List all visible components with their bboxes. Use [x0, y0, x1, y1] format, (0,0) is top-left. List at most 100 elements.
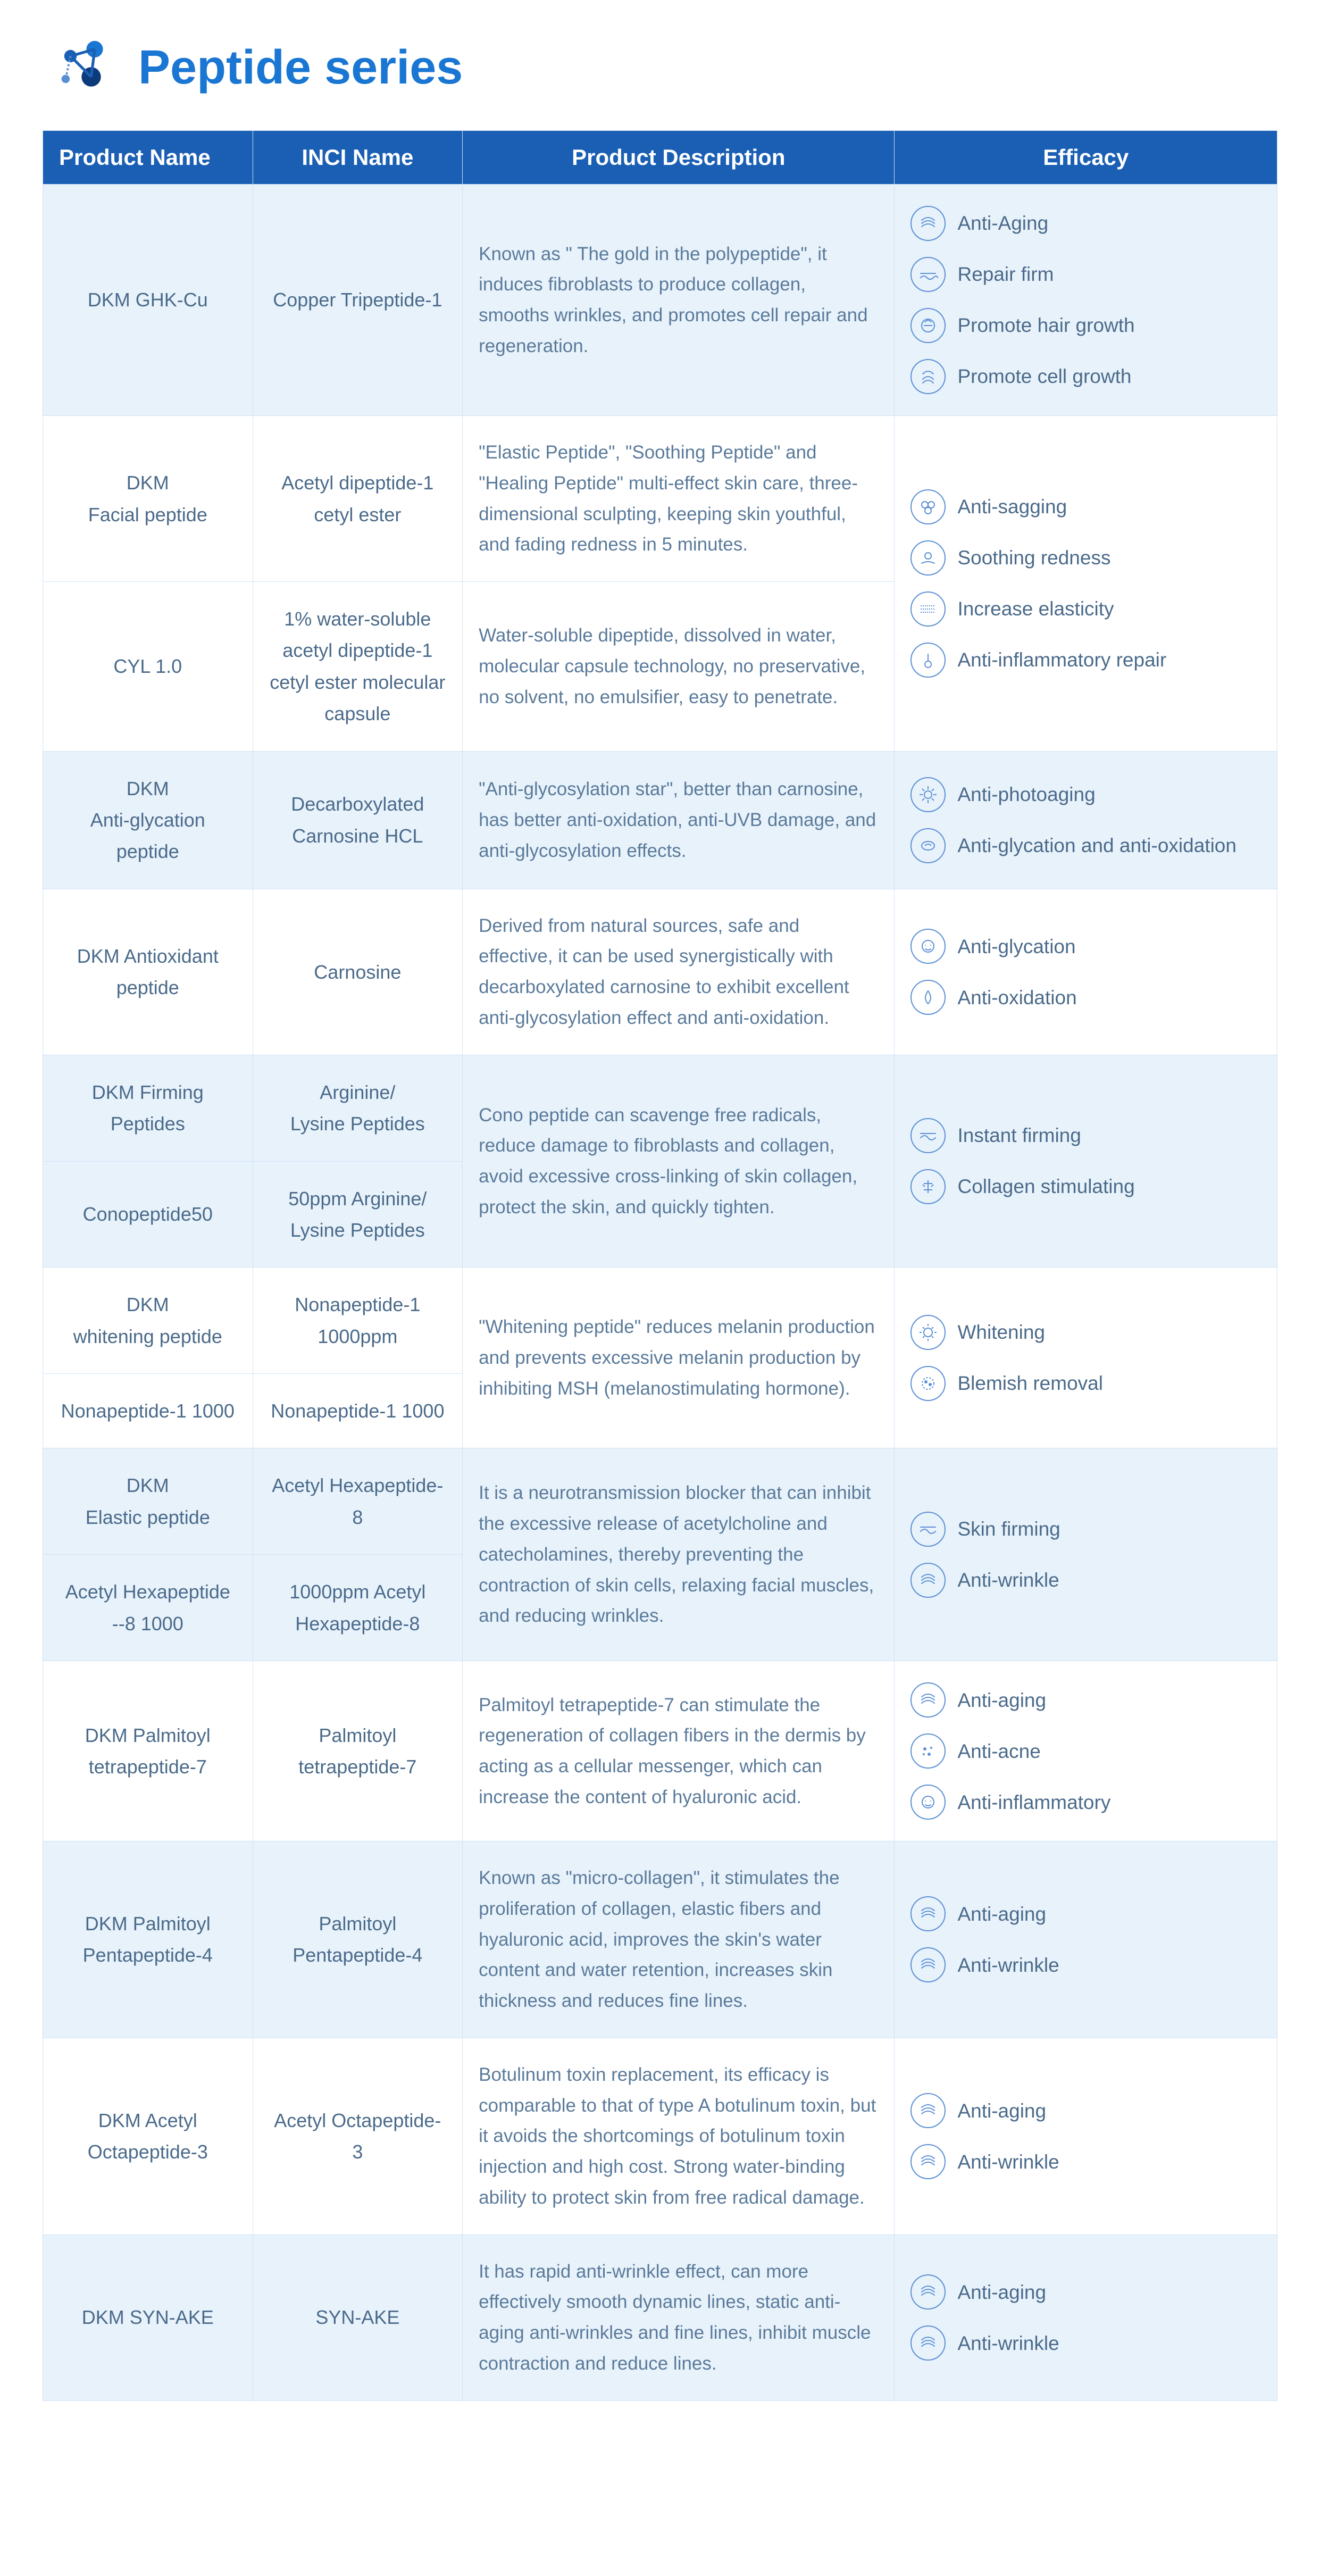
table-row: DKMwhitening peptideNonapeptide-1 1000pp… — [43, 1268, 1277, 1374]
efficacy-label: Instant firming — [957, 1119, 1081, 1152]
efficacy-item: Anti-glycation — [910, 929, 1261, 964]
page-title: Peptide series — [138, 40, 463, 95]
cell-desc: "Elastic Peptide", "Soothing Peptide" an… — [463, 416, 895, 582]
cell-desc: It has rapid anti-wrinkle effect, can mo… — [463, 2235, 895, 2400]
efficacy-item: Anti-sagging — [910, 489, 1261, 524]
cell-product: DKMwhitening peptide — [43, 1268, 253, 1374]
cell-efficacy: Anti-aging Anti-wrinkle — [895, 2235, 1277, 2400]
cell-desc: Palmitoyl tetrapeptide-7 can stimulate t… — [463, 1661, 895, 1841]
efficacy-label: Anti-glycation and anti-oxidation — [957, 829, 1237, 862]
cell-product: DKM Acetyl Octapeptide-3 — [43, 2038, 253, 2235]
firming-icon — [910, 1118, 946, 1153]
efficacy-list: Skin firming Anti-wrinkle — [910, 1512, 1261, 1598]
cell-desc: "Whitening peptide" reduces melanin prod… — [463, 1268, 895, 1448]
cell-desc: "Anti-glycosylation star", better than c… — [463, 751, 895, 889]
efficacy-item: Promote cell growth — [910, 359, 1261, 394]
cell-efficacy: Anti-sagging Soothing redness Increase el… — [895, 416, 1277, 752]
efficacy-item: Repair firm — [910, 257, 1261, 292]
cell-efficacy: Anti-glycation Anti-oxidation — [895, 889, 1277, 1055]
efficacy-item: Soothing redness — [910, 540, 1261, 576]
cell-inci: 1000ppm Acetyl Hexapeptide-8 — [253, 1555, 463, 1661]
efficacy-label: Anti-wrinkle — [957, 2327, 1059, 2360]
anti-aging-icon — [910, 2093, 946, 2128]
efficacy-label: Anti-inflammatory — [957, 1786, 1110, 1819]
efficacy-list: Anti-sagging Soothing redness Increase el… — [910, 489, 1261, 678]
efficacy-item: Anti-wrinkle — [910, 1563, 1261, 1598]
cell-inci: Copper Tripeptide-1 — [253, 185, 463, 416]
cell-desc: Derived from natural sources, safe and e… — [463, 889, 895, 1055]
cell-inci: SYN-AKE — [253, 2235, 463, 2400]
whitening-icon — [910, 1315, 946, 1350]
cell-efficacy: Anti-aging Anti-wrinkle — [895, 1841, 1277, 2038]
cell-inci: Palmitoyl Pentapeptide-4 — [253, 1841, 463, 2038]
efficacy-item: Anti-aging — [910, 1682, 1261, 1718]
cell-desc: Cono peptide can scavenge free radicals,… — [463, 1055, 895, 1268]
table-row: DKM Firming PeptidesArginine/Lysine Pept… — [43, 1055, 1277, 1161]
efficacy-item: Anti-aging — [910, 1896, 1261, 1931]
efficacy-list: Anti-agingAnti-acneAnti-inflammatory — [910, 1682, 1261, 1820]
table-row: DKMElastic peptideAcetyl Hexapeptide-8It… — [43, 1448, 1277, 1555]
efficacy-label: Anti-photoaging — [957, 778, 1095, 811]
cell-product: DKMElastic peptide — [43, 1448, 253, 1555]
cell-product: DKM Firming Peptides — [43, 1055, 253, 1161]
efficacy-item: Anti-wrinkle — [910, 2325, 1261, 2361]
cell-product: DKM GHK-Cu — [43, 185, 253, 416]
anti-aging-icon — [910, 2325, 946, 2361]
efficacy-item: Anti-aging — [910, 2274, 1261, 2310]
cell-desc: It is a neurotransmission blocker that c… — [463, 1448, 895, 1661]
efficacy-label: Anti-Aging — [957, 207, 1048, 239]
cell-inci: Arginine/Lysine Peptides — [253, 1055, 463, 1161]
inflam-icon — [910, 643, 946, 678]
efficacy-label: Anti-wrinkle — [957, 1564, 1059, 1596]
drop-icon — [910, 980, 946, 1015]
efficacy-item: Anti-inflammatory repair — [910, 643, 1261, 678]
efficacy-list: Anti-aging Anti-wrinkle — [910, 2274, 1261, 2361]
efficacy-list: Anti-aging Anti-wrinkle — [910, 2093, 1261, 2179]
efficacy-list: Anti-Aging Repair firm Promote hair growt… — [910, 206, 1261, 394]
efficacy-item: Increase elasticity — [910, 591, 1261, 627]
cell-efficacy: Anti-photoaging Anti-glycation and anti-o… — [895, 751, 1277, 889]
efficacy-item: Anti-oxidation — [910, 980, 1261, 1015]
col-desc: Product Description — [463, 131, 895, 185]
repair-icon — [910, 257, 946, 292]
collagen-icon — [910, 1169, 946, 1204]
firming-icon — [910, 1512, 946, 1547]
efficacy-label: Skin firming — [957, 1513, 1060, 1545]
cell-inci: Decarboxylated Carnosine HCL — [253, 751, 463, 889]
efficacy-label: Anti-aging — [957, 1898, 1046, 1930]
efficacy-label: Anti-wrinkle — [957, 1949, 1059, 1981]
molecule-icon — [53, 32, 122, 104]
cell-product: CYL 1.0 — [43, 582, 253, 752]
table-row: DKM Antioxidant peptideCarnosineDerived … — [43, 889, 1277, 1055]
table-row: DKM GHK-CuCopper Tripeptide-1Known as " … — [43, 185, 1277, 416]
efficacy-item: Skin firming — [910, 1512, 1261, 1547]
cell-efficacy: Anti-agingAnti-acneAnti-inflammatory — [895, 1661, 1277, 1841]
anti-aging-icon — [910, 2144, 946, 2179]
efficacy-label: Blemish removal — [957, 1367, 1102, 1399]
cell-product: Acetyl Hexapeptide--8 1000 — [43, 1555, 253, 1661]
photo-icon — [910, 777, 946, 812]
peptide-table: Product Name INCI Name Product Descripti… — [43, 130, 1277, 2401]
efficacy-label: Soothing redness — [957, 541, 1110, 574]
cell-inci: Acetyl dipeptide-1 cetyl ester — [253, 416, 463, 582]
soothing-icon — [910, 540, 946, 576]
efficacy-item: Anti-photoaging — [910, 777, 1261, 812]
cell-inci: Acetyl Hexapeptide-8 — [253, 1448, 463, 1555]
hair-icon — [910, 308, 946, 343]
efficacy-item: Anti-aging — [910, 2093, 1261, 2128]
efficacy-item: Anti-glycation and anti-oxidation — [910, 828, 1261, 863]
efficacy-item: Anti-inflammatory — [910, 1785, 1261, 1820]
anti-aging-icon — [910, 1947, 946, 1982]
cell-inci: Carnosine — [253, 889, 463, 1055]
efficacy-label: Anti-oxidation — [957, 981, 1076, 1014]
cell-product: DKM Antioxidant peptide — [43, 889, 253, 1055]
efficacy-item: Anti-wrinkle — [910, 2144, 1261, 2179]
cell-efficacy: Anti-aging Anti-wrinkle — [895, 2038, 1277, 2235]
cell-efficacy: Anti-Aging Repair firm Promote hair growt… — [895, 185, 1277, 416]
page-title-row: Peptide series — [53, 32, 1277, 104]
anti-aging-icon — [910, 1682, 946, 1718]
table-header-row: Product Name INCI Name Product Descripti… — [43, 131, 1277, 185]
cell-icon — [910, 359, 946, 394]
efficacy-label: Promote hair growth — [957, 309, 1134, 341]
cell-desc: Known as "micro-collagen", it stimulates… — [463, 1841, 895, 2038]
